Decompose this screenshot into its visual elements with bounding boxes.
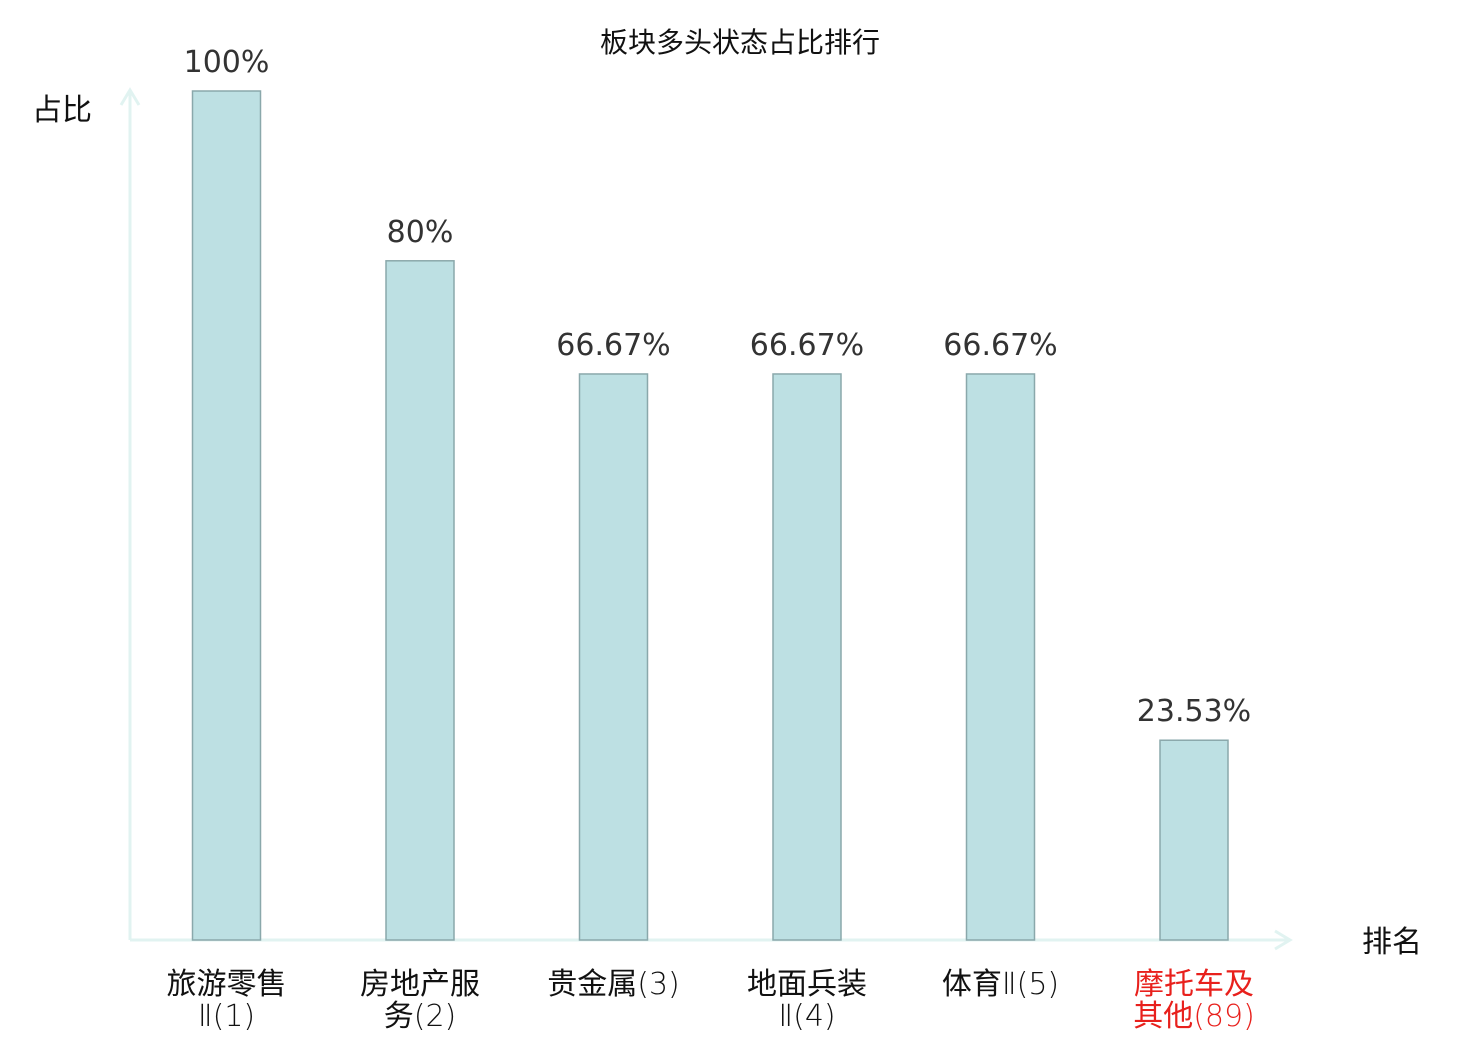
category-label: 地面兵装	[747, 967, 867, 1002]
category-label: 房地产服	[360, 967, 480, 1002]
y-axis-label: 占比	[32, 93, 92, 128]
value-label: 80%	[387, 215, 454, 250]
value-label: 66.67%	[556, 328, 670, 363]
category-label: 旅游零售	[167, 967, 287, 1002]
value-label: 100%	[184, 45, 270, 80]
category-label: 摩托车及	[1134, 967, 1254, 1002]
value-label: 66.67%	[943, 328, 1057, 363]
bar	[772, 373, 842, 941]
bar	[191, 90, 262, 941]
category-label: 其他(89)	[1133, 999, 1255, 1034]
chart-title: 板块多头状态占比排行	[600, 26, 880, 59]
y-axis-arrow	[119, 87, 141, 106]
bar	[965, 373, 1036, 941]
bar	[578, 373, 649, 941]
value-label: 66.67%	[750, 328, 864, 363]
bars-group	[191, 90, 1229, 941]
bar	[1159, 739, 1229, 941]
value-label: 23.53%	[1137, 694, 1251, 729]
category-label: 务(2)	[384, 999, 457, 1034]
category-label: 贵金属(3)	[547, 967, 680, 1002]
bar	[385, 260, 455, 941]
axes	[119, 87, 1293, 951]
x-axis-label: 排名	[1362, 925, 1422, 960]
value-labels-group: 100% 80% 66.67% 66.67% 66.67% 23.53%	[184, 45, 1252, 729]
x-axis-arrow	[1274, 929, 1293, 951]
category-label: Ⅱ(1)	[198, 999, 255, 1034]
category-label: 体育Ⅱ(5)	[942, 967, 1059, 1002]
category-label: Ⅱ(4)	[778, 999, 835, 1034]
